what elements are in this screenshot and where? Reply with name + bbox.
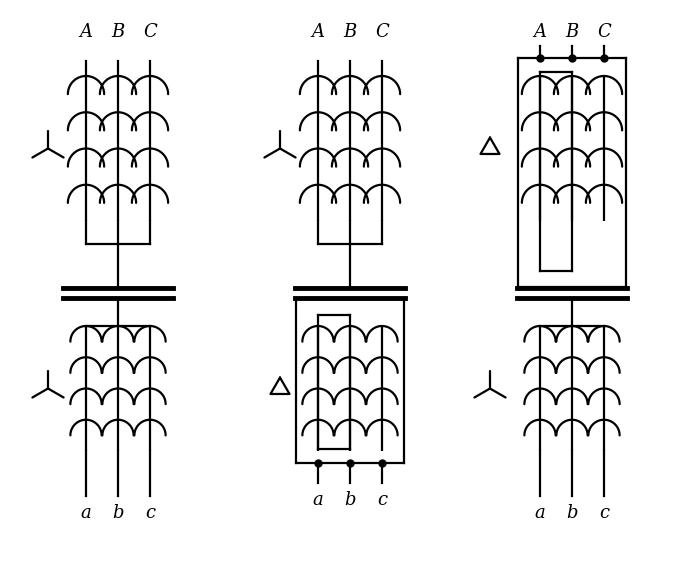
Text: A: A: [80, 23, 92, 41]
Text: B: B: [344, 23, 356, 41]
Text: b: b: [112, 504, 124, 522]
Text: b: b: [344, 491, 356, 509]
Text: c: c: [145, 504, 155, 522]
Text: c: c: [377, 491, 387, 509]
Text: A: A: [533, 23, 547, 41]
Text: B: B: [111, 23, 125, 41]
Text: B: B: [566, 23, 579, 41]
Text: a: a: [535, 504, 545, 522]
Text: C: C: [143, 23, 157, 41]
Text: C: C: [597, 23, 611, 41]
Text: b: b: [566, 504, 578, 522]
Text: C: C: [375, 23, 389, 41]
Text: a: a: [313, 491, 323, 509]
Text: c: c: [599, 504, 609, 522]
Text: a: a: [80, 504, 92, 522]
Text: A: A: [312, 23, 325, 41]
